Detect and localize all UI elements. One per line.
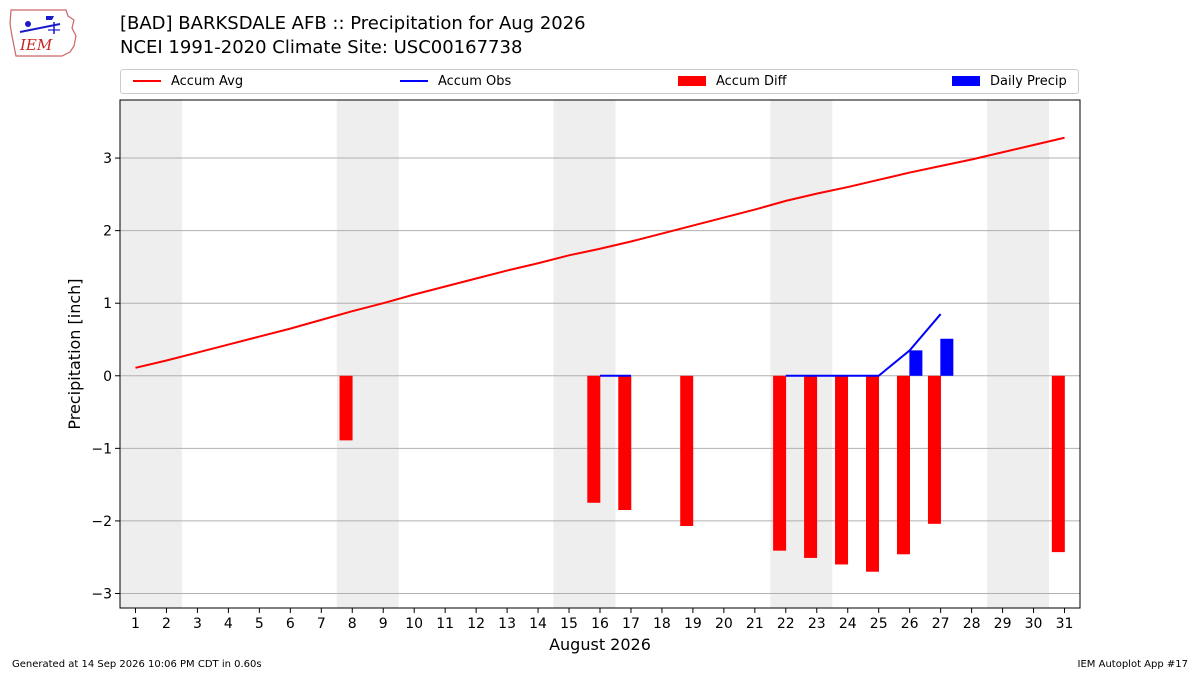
accum-diff-bar xyxy=(618,375,632,511)
legend-label-accum-obs: Accum Obs xyxy=(438,74,512,89)
x-axis-label: August 2026 xyxy=(549,635,651,654)
legend-label-accum-diff: Accum Diff xyxy=(716,74,787,89)
x-tick-label: 28 xyxy=(963,616,981,632)
y-tick-label: −3 xyxy=(91,586,112,602)
x-tick-label: 21 xyxy=(746,616,764,632)
footer-app-id: IEM Autoplot App #17 xyxy=(1077,659,1188,670)
y-tick-label: −2 xyxy=(91,514,112,530)
legend-label-accum-avg: Accum Avg xyxy=(171,74,244,89)
y-axis-label: Precipitation [inch] xyxy=(65,278,84,429)
legend-swatch-accum-avg xyxy=(133,79,161,82)
accum-diff-bar xyxy=(927,375,941,524)
x-tick-label: 19 xyxy=(684,616,702,632)
chart-title: [BAD] BARKSDALE AFB :: Precipitation for… xyxy=(120,13,586,34)
footer-generated: Generated at 14 Sep 2026 10:06 PM CDT in… xyxy=(12,659,262,670)
accum-diff-bar xyxy=(339,375,353,441)
y-tick-label: 3 xyxy=(103,151,112,167)
accum-diff-bar xyxy=(835,375,849,565)
logo-text: IEM xyxy=(19,36,53,54)
weekend-band xyxy=(120,100,182,608)
chart-legend: Accum Avg Accum Obs Accum Diff Daily Pre… xyxy=(120,69,1079,94)
x-tick-label: 23 xyxy=(808,616,826,632)
x-tick-label: 13 xyxy=(498,616,516,632)
chart-subtitle: NCEI 1991-2020 Climate Site: USC00167738 xyxy=(120,37,523,58)
x-tick-label: 7 xyxy=(317,616,326,632)
x-tick-label: 27 xyxy=(932,616,950,632)
accum-diff-bar xyxy=(896,375,910,555)
x-tick-label: 3 xyxy=(193,616,202,632)
legend-item-accum-avg: Accum Avg xyxy=(133,74,243,89)
x-tick-label: 26 xyxy=(901,616,919,632)
x-tick-label: 16 xyxy=(591,616,609,632)
x-tick-label: 17 xyxy=(622,616,640,632)
iem-logo-graphic: IEM xyxy=(9,9,77,57)
x-tick-label: 30 xyxy=(1025,616,1043,632)
accum-obs-line xyxy=(785,313,942,377)
weekend-band xyxy=(553,100,616,608)
weekend-band xyxy=(336,100,399,608)
accum-avg-line xyxy=(135,136,1065,369)
x-tick-label: 2 xyxy=(162,616,171,632)
x-tick-label: 24 xyxy=(839,616,857,632)
weekend-band xyxy=(987,100,1050,608)
y-tick-label: −1 xyxy=(91,441,112,457)
accum-diff-bar xyxy=(680,375,694,526)
accum-diff-bar xyxy=(587,375,601,503)
x-tick-label: 31 xyxy=(1056,616,1074,632)
accum-diff-bar xyxy=(804,375,818,558)
accum-diff-bar xyxy=(866,375,880,572)
x-tick-label: 10 xyxy=(405,616,423,632)
y-tick-label: 0 xyxy=(103,369,112,385)
x-tick-label: 29 xyxy=(994,616,1012,632)
x-tick-label: 1 xyxy=(131,616,140,632)
x-tick-label: 8 xyxy=(348,616,357,632)
x-tick-label: 22 xyxy=(777,616,795,632)
x-tick-label: 12 xyxy=(467,616,485,632)
y-tick-label: 1 xyxy=(103,296,112,312)
x-tick-label: 9 xyxy=(379,616,388,632)
x-tick-label: 15 xyxy=(560,616,578,632)
x-tick-label: 4 xyxy=(224,616,233,632)
legend-item-accum-obs: Accum Obs xyxy=(400,74,511,89)
x-tick-label: 5 xyxy=(255,616,264,632)
y-tick-label: 2 xyxy=(103,224,112,240)
x-tick-label: 25 xyxy=(870,616,888,632)
legend-label-daily-precip: Daily Precip xyxy=(990,74,1067,89)
x-tick-label: 11 xyxy=(436,616,454,632)
legend-item-daily-precip: Daily Precip xyxy=(952,74,1067,89)
x-tick-label: 14 xyxy=(529,616,547,632)
x-tick-label: 20 xyxy=(715,616,733,632)
daily-precip-bar xyxy=(940,338,954,376)
accum-diff-bar xyxy=(1051,375,1065,553)
x-tick-label: 6 xyxy=(286,616,295,632)
accum-diff-bar xyxy=(773,375,787,551)
x-tick-label: 18 xyxy=(653,616,671,632)
legend-swatch-accum-obs xyxy=(400,79,428,82)
legend-swatch-accum-diff xyxy=(678,75,706,86)
legend-swatch-daily-precip xyxy=(952,75,980,86)
daily-precip-bar xyxy=(909,350,923,376)
iem-logo: IEM xyxy=(8,6,80,58)
legend-item-accum-diff: Accum Diff xyxy=(678,74,787,89)
